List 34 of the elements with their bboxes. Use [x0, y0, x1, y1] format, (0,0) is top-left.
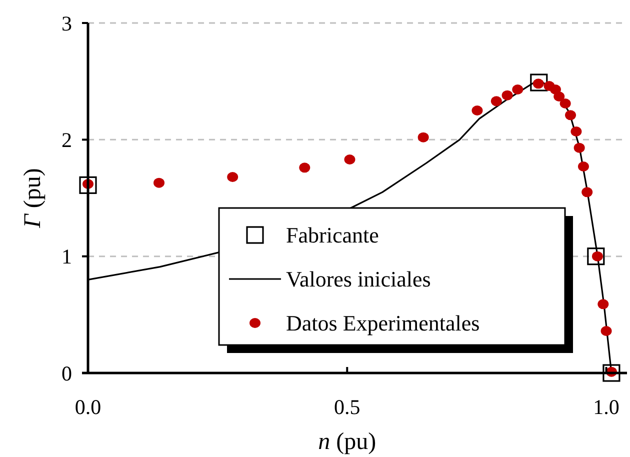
point	[502, 90, 513, 100]
point	[79, 176, 97, 194]
point	[554, 92, 565, 102]
point	[582, 187, 593, 198]
point	[602, 364, 620, 382]
point	[227, 172, 238, 182]
point	[530, 74, 548, 92]
point	[600, 326, 612, 336]
point	[598, 299, 609, 310]
y-tick-label: 1	[62, 244, 72, 269]
point	[299, 162, 310, 173]
point	[472, 106, 483, 116]
point	[490, 96, 502, 106]
legend-label: Fabricante	[286, 222, 379, 248]
legend-label: Datos Experimentales	[286, 310, 480, 336]
point	[565, 110, 576, 120]
y-axis-title: Γ (pu)	[20, 168, 46, 229]
x-axis-title: n (pu)	[318, 429, 376, 455]
y-tick-label: 2	[62, 128, 72, 152]
point	[512, 84, 524, 94]
point	[574, 142, 585, 153]
x-tick-label: 1.0	[593, 395, 620, 419]
point	[587, 248, 605, 266]
point	[578, 162, 589, 172]
point	[154, 178, 165, 188]
y-tick-label: 3	[62, 11, 72, 36]
legend-label: Valores iniciales	[286, 266, 431, 292]
point	[560, 98, 571, 108]
point	[344, 154, 356, 164]
x-tick-label: 0.5	[334, 395, 360, 419]
point	[570, 126, 582, 136]
y-tick-label: 0	[62, 361, 72, 386]
x-tick-label: 0.0	[74, 395, 102, 419]
point	[418, 132, 429, 142]
